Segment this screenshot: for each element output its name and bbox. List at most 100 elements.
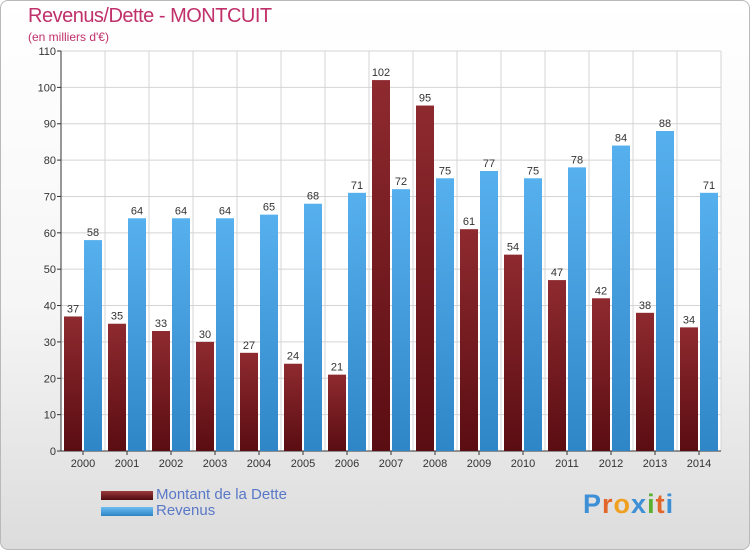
- bar-dette: [636, 312, 654, 451]
- value-label-dette: 30: [199, 329, 211, 341]
- bar-revenus: [612, 145, 630, 451]
- x-tick-label: 2007: [379, 458, 403, 470]
- value-label-revenus: 65: [263, 202, 275, 214]
- bar-revenus: [568, 167, 586, 451]
- value-label-revenus: 75: [439, 165, 451, 177]
- y-tick-label: 110: [38, 46, 56, 58]
- x-tick-label: 2003: [203, 458, 227, 470]
- bar-dette: [240, 352, 258, 451]
- y-tick-label: 0: [50, 446, 56, 458]
- value-label-revenus: 78: [571, 154, 583, 166]
- bar-revenus: [480, 171, 498, 451]
- value-label-revenus: 64: [219, 205, 231, 217]
- x-tick-label: 2009: [467, 458, 491, 470]
- logo-letter: i: [647, 489, 656, 519]
- bar-dette: [504, 254, 522, 451]
- bar-revenus: [656, 131, 674, 451]
- value-label-revenus: 88: [659, 118, 671, 130]
- y-tick-label: 100: [38, 82, 56, 94]
- x-tick-label: 2002: [159, 458, 183, 470]
- value-label-dette: 33: [155, 318, 167, 330]
- y-tick-label: 10: [44, 410, 56, 422]
- bar-revenus: [524, 178, 542, 452]
- x-tick-label: 2013: [643, 458, 667, 470]
- x-tick-label: 2005: [291, 458, 315, 470]
- x-tick-label: 2001: [115, 458, 139, 470]
- value-label-dette: 61: [463, 216, 475, 228]
- value-label-revenus: 72: [395, 176, 407, 188]
- x-tick-label: 2014: [687, 458, 711, 470]
- bar-dette: [196, 341, 214, 451]
- bar-revenus: [700, 192, 718, 451]
- plot-area: [61, 51, 721, 451]
- bar-revenus: [304, 203, 322, 451]
- bars: [64, 80, 718, 452]
- grid-lines: [60, 50, 722, 452]
- x-tick-label: 2006: [335, 458, 359, 470]
- bar-revenus: [260, 214, 278, 451]
- y-tick-label: 40: [44, 301, 56, 313]
- logo-letter: x: [631, 489, 648, 519]
- bar-dette: [284, 363, 302, 451]
- y-tick-label: 60: [44, 228, 56, 240]
- value-label-revenus: 84: [615, 133, 627, 145]
- value-label-revenus: 77: [483, 158, 495, 170]
- value-label-revenus: 71: [351, 180, 363, 192]
- bar-revenus: [392, 189, 410, 451]
- x-tick-label: 2004: [247, 458, 271, 470]
- bar-dette: [108, 323, 126, 451]
- x-tick-label: 2008: [423, 458, 447, 470]
- legend-label-revenus: Revenus: [156, 502, 216, 519]
- bar-revenus: [128, 218, 146, 451]
- bar-dette: [592, 298, 610, 451]
- bar-revenus: [216, 218, 234, 451]
- value-label-dette: 37: [67, 303, 79, 315]
- y-tick-label: 80: [44, 155, 56, 167]
- y-tick-label: 90: [44, 119, 56, 131]
- bar-revenus: [348, 192, 366, 451]
- value-label-dette: 42: [595, 285, 607, 297]
- bar-dette: [152, 331, 170, 451]
- value-label-dette: 21: [331, 362, 343, 374]
- y-tick-label: 20: [44, 373, 56, 385]
- value-label-revenus: 64: [175, 205, 187, 217]
- axes: [57, 50, 721, 455]
- value-label-dette: 102: [372, 67, 390, 79]
- logo-letter: t: [655, 489, 666, 519]
- proxiti-logo: Proxiti: [583, 489, 674, 520]
- value-label-dette: 38: [639, 300, 651, 312]
- labels: 0 10 20 30 40 50 60 70 80 90 100 110 2000 37 58 2001 35 6…: [38, 46, 715, 470]
- legend-label-dette: Montant de la Dette: [156, 486, 287, 503]
- bar-dette: [328, 374, 346, 451]
- chart-title: Revenus/Dette - MONTCUIT: [28, 5, 272, 27]
- bar-dette: [372, 80, 390, 451]
- value-label-dette: 35: [111, 311, 123, 323]
- x-tick-label: 2000: [71, 458, 95, 470]
- x-tick-label: 2011: [555, 458, 579, 470]
- logo-letter: r: [602, 489, 614, 519]
- bar-dette: [64, 316, 82, 451]
- x-tick-label: 2010: [511, 458, 535, 470]
- logo-letter: i: [665, 489, 675, 519]
- chart-subtitle: (en milliers d'€): [28, 30, 109, 44]
- bar-revenus: [436, 178, 454, 452]
- bar-dette: [416, 105, 434, 451]
- value-label-dette: 95: [419, 93, 431, 105]
- value-label-revenus: 68: [307, 191, 319, 203]
- value-label-dette: 27: [243, 340, 255, 352]
- x-tick-label: 2012: [599, 458, 623, 470]
- logo-letter: o: [613, 489, 632, 519]
- bar-dette: [680, 327, 698, 451]
- value-label-revenus: 64: [131, 205, 143, 217]
- value-label-dette: 34: [683, 314, 695, 326]
- y-tick-label: 30: [44, 337, 56, 349]
- value-label-dette: 54: [507, 242, 519, 254]
- y-tick-label: 50: [44, 264, 56, 276]
- value-label-revenus: 58: [87, 227, 99, 239]
- bar-revenus: [84, 240, 102, 451]
- bar-revenus: [172, 218, 190, 451]
- value-label-revenus: 75: [527, 165, 539, 177]
- value-label-dette: 24: [287, 351, 299, 363]
